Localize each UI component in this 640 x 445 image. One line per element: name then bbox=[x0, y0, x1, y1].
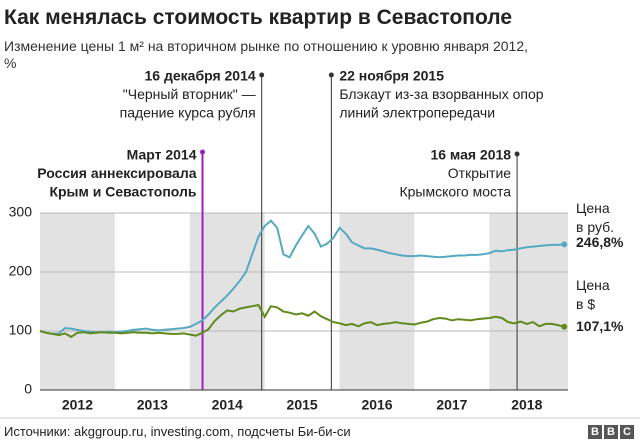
annotation-text: Крымского моста bbox=[399, 184, 511, 200]
x-tick-label: 2014 bbox=[212, 397, 243, 413]
end-point bbox=[561, 241, 568, 248]
series-line bbox=[39, 303, 565, 339]
chart-title: Как менялась стоимость квартир в Севасто… bbox=[4, 6, 513, 29]
annotation-text: 16 декабря 2014 bbox=[145, 68, 256, 84]
annotation-dot bbox=[259, 72, 265, 78]
logo-letter: B bbox=[604, 425, 618, 439]
x-tick-label: 2016 bbox=[361, 397, 392, 413]
logo: B B C bbox=[588, 425, 634, 439]
annotation-text: 16 мая 2018 bbox=[430, 147, 511, 163]
logo-letter: C bbox=[620, 425, 634, 439]
annotation-text: падение курса рубля bbox=[120, 105, 256, 121]
plot-background bbox=[40, 213, 568, 390]
annotation-text: 22 ноября 2015 bbox=[339, 68, 444, 84]
legend-label: Цена в $ bbox=[576, 277, 610, 312]
x-tick-label: 2018 bbox=[511, 397, 542, 413]
year-band bbox=[189, 213, 265, 390]
x-tick-label: 2017 bbox=[436, 397, 467, 413]
annotation-text: Россия аннексировала bbox=[37, 165, 196, 181]
x-tick-label: 2015 bbox=[287, 397, 318, 413]
annotation-dot bbox=[200, 149, 206, 155]
value-label: 246,8% bbox=[576, 234, 624, 250]
annotation-text: линий электропередачи bbox=[339, 105, 495, 121]
y-tick-label: 200 bbox=[9, 263, 33, 279]
logo-letter: B bbox=[588, 425, 602, 439]
annotation-text: Открытие bbox=[448, 165, 512, 181]
y-tick-label: 0 bbox=[24, 381, 32, 397]
source: Источники: akggroup.ru, investing.com, п… bbox=[4, 424, 351, 439]
chart-subtitle: Изменение цены 1 м² на вторичном рынке п… bbox=[4, 38, 528, 71]
annotation-text: Март 2014 bbox=[127, 147, 197, 163]
annotation-dot bbox=[328, 72, 334, 78]
series-line bbox=[39, 219, 565, 335]
annotation-dot bbox=[514, 151, 520, 157]
legend-label: Цена в руб. bbox=[576, 200, 615, 235]
y-tick-label: 100 bbox=[9, 322, 33, 338]
annotation-text: Крым и Севастополь bbox=[49, 184, 196, 200]
value-label: 107,1% bbox=[576, 318, 624, 334]
x-tick-label: 2012 bbox=[62, 397, 93, 413]
x-tick-label: 2013 bbox=[137, 397, 168, 413]
y-tick-label: 300 bbox=[9, 204, 33, 220]
year-band bbox=[489, 213, 568, 390]
year-band bbox=[40, 213, 115, 390]
annotation-text: "Черный вторник" — bbox=[123, 86, 256, 102]
annotation-text: Блэкаут из-за взорванных опор bbox=[339, 86, 543, 102]
end-point bbox=[561, 323, 568, 330]
